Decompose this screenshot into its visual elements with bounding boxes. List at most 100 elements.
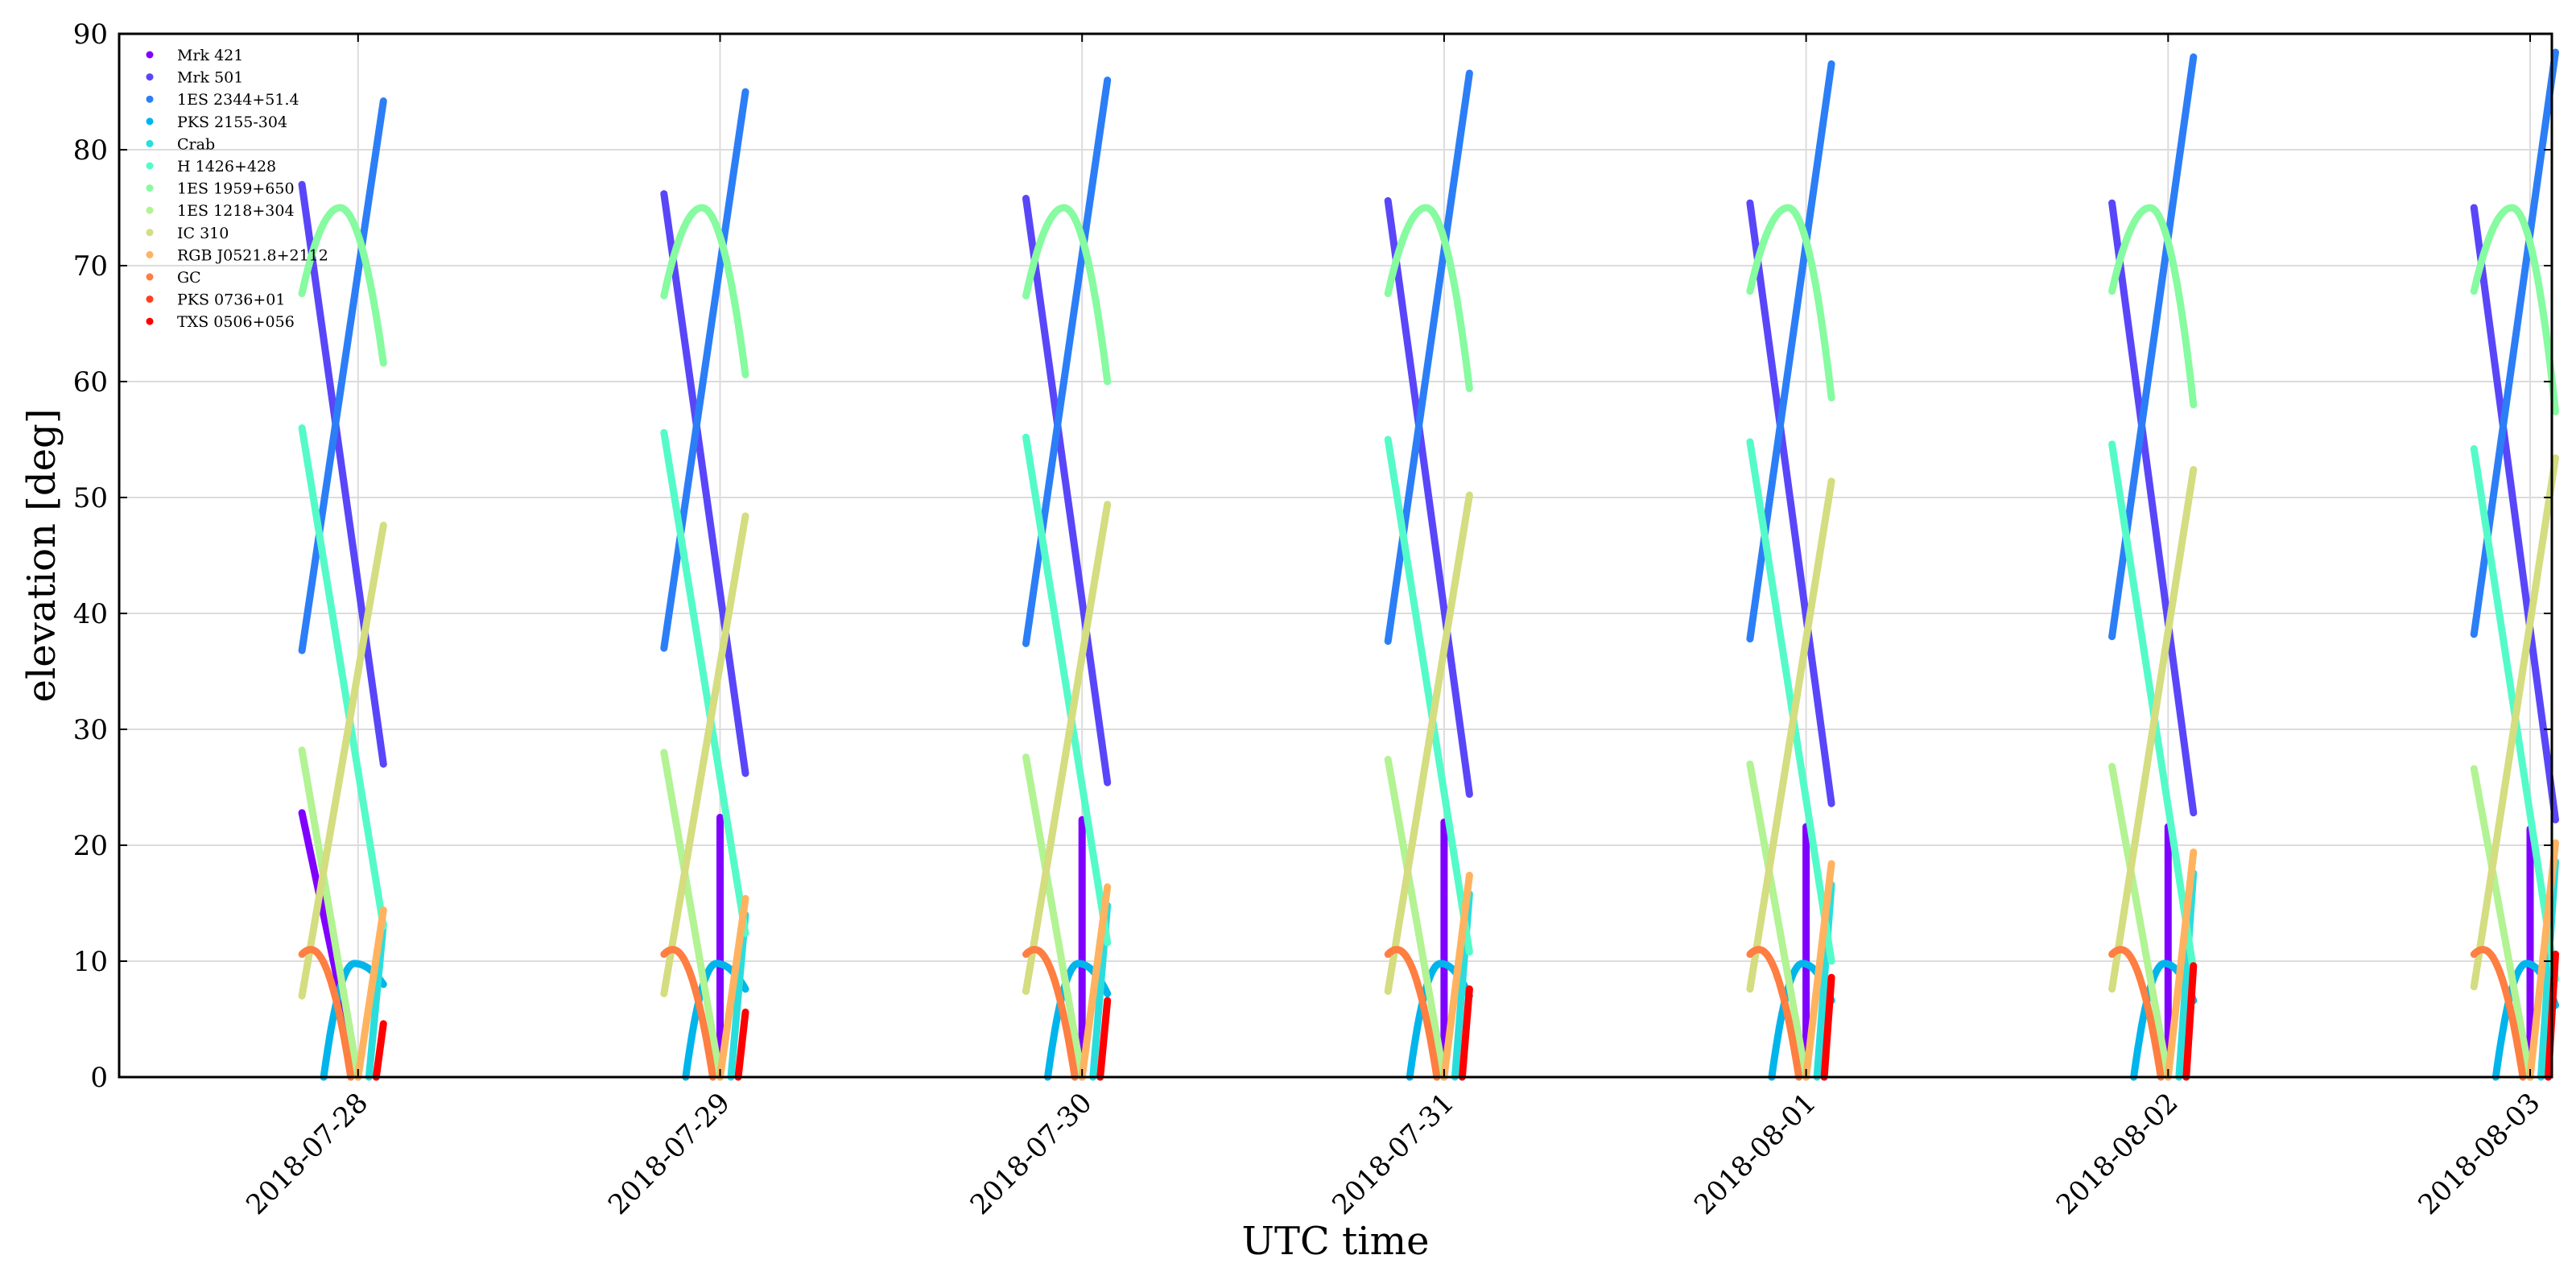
series-track bbox=[1440, 871, 1473, 1081]
legend-label: Mrk 421 bbox=[177, 47, 243, 64]
legend-marker bbox=[146, 51, 154, 59]
series-track bbox=[2108, 946, 2165, 1081]
series-track bbox=[1022, 204, 1112, 386]
legend-label: PKS 2155-304 bbox=[177, 114, 287, 131]
series-track bbox=[298, 746, 362, 1081]
legend-label: RGB J0521.8+2112 bbox=[177, 246, 328, 264]
series-track bbox=[1022, 195, 1112, 786]
x-tick-label: 2018-07-28 bbox=[240, 1087, 374, 1221]
series-track bbox=[1746, 760, 1810, 1081]
legend-marker bbox=[146, 295, 154, 303]
series-track bbox=[372, 1020, 387, 1081]
legend: Mrk 421 Mrk 501 1ES 2344+51.4 PKS 2155-304 C… bbox=[146, 47, 328, 331]
y-tick-label: 30 bbox=[73, 714, 108, 746]
y-tick-label: 80 bbox=[73, 134, 108, 167]
plot-series bbox=[298, 48, 2559, 1081]
series-track bbox=[1746, 438, 1835, 965]
y-tick-label: 90 bbox=[73, 19, 108, 51]
series-track bbox=[2470, 765, 2534, 1081]
series-track bbox=[2108, 465, 2198, 993]
x-tick-label: 2018-08-01 bbox=[1688, 1087, 1823, 1221]
y-axis-ticks: 0 10 20 30 40 50 60 70 80 90 bbox=[73, 19, 2552, 1094]
series-track bbox=[734, 1008, 749, 1081]
y-tick-label: 70 bbox=[73, 250, 108, 283]
series-track bbox=[1458, 985, 1473, 1081]
series-track bbox=[2108, 762, 2172, 1081]
series-track bbox=[1022, 501, 1112, 995]
series-track bbox=[354, 906, 387, 1081]
legend-label: 1ES 1959+650 bbox=[177, 180, 295, 198]
series-track bbox=[1384, 491, 1473, 995]
series-track bbox=[1384, 436, 1473, 956]
series-track bbox=[2470, 204, 2559, 824]
legend-marker bbox=[146, 273, 154, 281]
series-track bbox=[1384, 204, 1473, 393]
series-track bbox=[1802, 860, 1835, 1081]
legend-marker bbox=[146, 95, 154, 103]
legend-marker bbox=[146, 73, 154, 81]
series-track bbox=[1022, 946, 1079, 1081]
legend-marker bbox=[146, 118, 154, 126]
series-track bbox=[1746, 199, 1835, 807]
series-track bbox=[2182, 962, 2198, 1081]
legend-label: GC bbox=[177, 269, 201, 287]
y-tick-label: 10 bbox=[73, 946, 108, 978]
legend-marker bbox=[146, 229, 154, 237]
series-track bbox=[660, 204, 749, 378]
series-track bbox=[1813, 881, 1835, 1081]
series-track bbox=[1384, 196, 1473, 799]
series-track bbox=[2164, 848, 2198, 1081]
legend-label: 1ES 1218+304 bbox=[177, 202, 295, 220]
series-track bbox=[2175, 869, 2198, 1081]
series-track bbox=[1096, 997, 1112, 1081]
x-axis-title: UTC time bbox=[1241, 1219, 1429, 1264]
series-track bbox=[660, 946, 716, 1081]
legend-label: Crab bbox=[177, 135, 215, 153]
series-track bbox=[2470, 946, 2527, 1081]
series-track bbox=[298, 424, 387, 931]
y-tick-label: 40 bbox=[73, 598, 108, 630]
series-track bbox=[660, 190, 749, 778]
series-track bbox=[1022, 433, 1112, 947]
plot-frame bbox=[118, 32, 2553, 1079]
series-track bbox=[2470, 204, 2559, 415]
series-track bbox=[2470, 454, 2559, 991]
legend-label: TXS 0506+056 bbox=[177, 313, 295, 331]
series-track bbox=[1384, 946, 1441, 1081]
legend-label: IC 310 bbox=[177, 225, 229, 242]
series-track bbox=[298, 97, 387, 654]
series-track bbox=[727, 910, 749, 1081]
series-track bbox=[660, 88, 749, 652]
series-track bbox=[298, 204, 387, 367]
series-track bbox=[298, 522, 387, 1000]
series-track bbox=[2108, 199, 2198, 817]
x-tick-label: 2018-07-30 bbox=[964, 1087, 1099, 1221]
series-track bbox=[1746, 204, 1835, 402]
series-track bbox=[1078, 883, 1112, 1081]
series-track bbox=[1746, 477, 1835, 993]
x-tick-label: 2018-07-29 bbox=[602, 1087, 737, 1221]
legend-label: PKS 0736+01 bbox=[177, 291, 285, 309]
legend-marker bbox=[146, 162, 154, 170]
y-axis-title: elevation [deg] bbox=[19, 409, 64, 703]
series-track bbox=[1022, 753, 1086, 1081]
series-track bbox=[298, 180, 387, 768]
x-tick-label: 2018-08-02 bbox=[2050, 1087, 2185, 1221]
legend-marker bbox=[146, 184, 154, 192]
legend-label: H 1426+428 bbox=[177, 158, 276, 175]
legend-marker bbox=[146, 250, 154, 258]
y-tick-label: 0 bbox=[90, 1062, 108, 1094]
series-track bbox=[660, 512, 749, 997]
series-track bbox=[660, 749, 724, 1081]
series-track bbox=[1022, 76, 1112, 647]
series-track bbox=[660, 428, 749, 937]
y-tick-label: 50 bbox=[73, 482, 108, 514]
x-tick-label: 2018-08-03 bbox=[2412, 1087, 2546, 1221]
series-track bbox=[1384, 755, 1448, 1081]
series-track bbox=[2108, 204, 2198, 409]
series-track bbox=[1820, 973, 1835, 1081]
y-tick-label: 60 bbox=[73, 366, 108, 398]
series-track bbox=[1746, 946, 1803, 1081]
legend-marker bbox=[146, 139, 154, 147]
